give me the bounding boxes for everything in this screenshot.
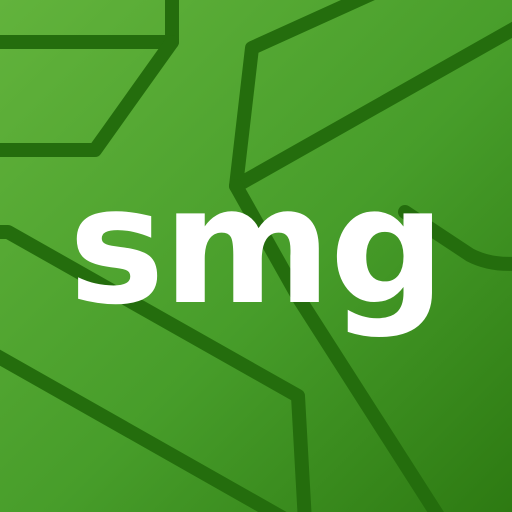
pattern-line	[0, 35, 179, 157]
pattern-line	[229, 0, 512, 193]
pattern-line	[0, 225, 312, 512]
pattern-line	[0, 349, 287, 512]
pattern-line	[229, 179, 444, 512]
logo-wordmark: smg	[68, 153, 445, 341]
pattern-line	[398, 205, 512, 271]
